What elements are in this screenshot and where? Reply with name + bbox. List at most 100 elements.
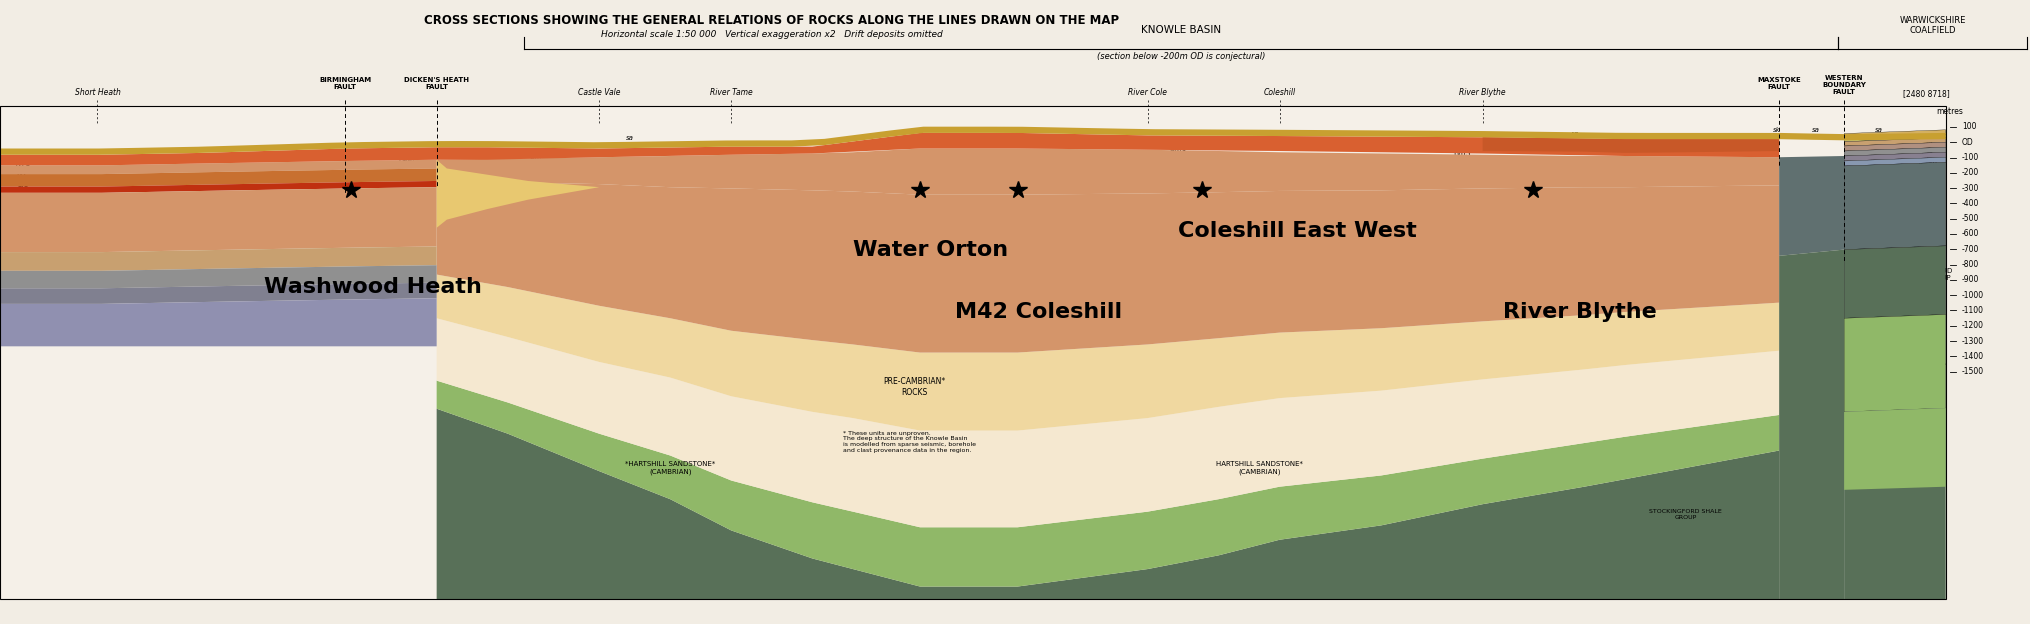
Polygon shape [1843, 152, 1945, 161]
Text: Cle: Cle [16, 180, 28, 188]
Text: Krs: Krs [1920, 131, 1933, 140]
Text: T: T [1924, 154, 1928, 162]
Polygon shape [0, 168, 436, 187]
Text: MAXSTOKE
FAULT: MAXSTOKE FAULT [1756, 77, 1801, 90]
Polygon shape [0, 298, 436, 346]
Polygon shape [0, 133, 1778, 165]
Text: BmS: BmS [1453, 149, 1470, 158]
Polygon shape [1843, 408, 1945, 599]
Text: -600: -600 [1961, 230, 1979, 238]
Text: WESTERN
BOUNDARY
FAULT: WESTERN BOUNDARY FAULT [1821, 75, 1866, 95]
Text: * These units are unproven.
The deep structure of the Knowle Basin
is modelled f: * These units are unproven. The deep str… [842, 431, 974, 453]
Text: Wit: Wit [1920, 135, 1933, 144]
Text: WILDMOOR SANDSTONE
and
KIDDERMINSTER FORMATIONS
UNDIFFERENTIATED: WILDMOOR SANDSTONE and KIDDERMINSTER FOR… [552, 217, 666, 257]
Text: River Cole: River Cole [1127, 88, 1167, 97]
Polygon shape [1778, 250, 1843, 599]
Text: STOCKINGFORD SHALE
GROUP: STOCKINGFORD SHALE GROUP [1648, 509, 1721, 520]
Text: -1300: -1300 [1961, 336, 1983, 346]
Text: -500: -500 [1961, 214, 1979, 223]
Text: AS: AS [1569, 132, 1577, 138]
Polygon shape [0, 127, 1945, 155]
Bar [0, 106, 1945, 599]
Polygon shape [436, 381, 1778, 587]
Text: -1500: -1500 [1961, 367, 1983, 376]
Text: PRE-CAMBRIAN*
ROCKS: PRE-CAMBRIAN* ROCKS [883, 377, 944, 397]
Text: -800: -800 [1961, 260, 1977, 269]
Polygon shape [1843, 162, 1945, 250]
Polygon shape [1843, 314, 1945, 412]
Polygon shape [436, 181, 1778, 353]
Text: -400: -400 [1961, 199, 1979, 208]
Text: Coleshill East West: Coleshill East West [1177, 221, 1417, 241]
Text: CROSS SECTIONS SHOWING THE GENERAL RELATIONS OF ROCKS ALONG THE LINES DRAWN ON T: CROSS SECTIONS SHOWING THE GENERAL RELAT… [424, 14, 1119, 27]
Text: -300: -300 [1961, 183, 1979, 193]
Text: MNG: MNG [1190, 141, 1206, 147]
Text: CM: CM [16, 232, 28, 240]
Polygon shape [0, 187, 436, 252]
Text: -1000: -1000 [1961, 291, 1983, 300]
Polygon shape [1843, 134, 1945, 142]
Text: OD: OD [1961, 138, 1973, 147]
Text: -1100: -1100 [1961, 306, 1983, 315]
Text: AS: AS [1478, 132, 1486, 138]
Text: Kdm: Kdm [16, 174, 32, 183]
Text: Castle Vale: Castle Vale [579, 88, 619, 97]
Text: HARTSHILL SANDSTONE*
(CAMBRIAN): HARTSHILL SANDSTONE* (CAMBRIAN) [1216, 461, 1301, 475]
Text: Water Orton: Water Orton [853, 240, 1007, 260]
Polygon shape [1482, 137, 1778, 153]
Text: Ha: Ha [16, 222, 26, 230]
Polygon shape [0, 283, 436, 304]
Text: 100: 100 [1961, 122, 1975, 132]
Text: -700: -700 [1961, 245, 1979, 254]
Text: WARWICKSHIRE
COALFIELD: WARWICKSHIRE COALFIELD [1898, 16, 1965, 35]
Polygon shape [1843, 408, 1945, 490]
Polygon shape [1843, 138, 1945, 146]
Text: HpBr: HpBr [398, 156, 414, 162]
Text: WrS & Kdm: WrS & Kdm [1277, 276, 1322, 285]
Text: KNOWLE BASIN: KNOWLE BASIN [1141, 25, 1220, 35]
Text: -200: -200 [1961, 168, 1977, 177]
Text: metres: metres [1935, 107, 1963, 116]
Text: El: El [1922, 144, 1931, 153]
Polygon shape [1778, 156, 1843, 256]
Text: (section below -200m OD is conjectural): (section below -200m OD is conjectural) [1096, 52, 1265, 61]
Text: -1200: -1200 [1961, 321, 1983, 330]
Polygon shape [0, 265, 436, 288]
Text: HARTSHILL
SANDSTONE*
(CAMBRIAN): HARTSHILL SANDSTONE* (CAMBRIAN) [1904, 357, 1945, 373]
Text: BIRMINGHAM
FAULT: BIRMINGHAM FAULT [319, 77, 371, 90]
Text: River Tame: River Tame [708, 88, 753, 97]
Text: River Blythe: River Blythe [1460, 88, 1504, 97]
Text: [2480 8718]: [2480 8718] [1902, 89, 1949, 98]
Text: -100: -100 [1961, 153, 1977, 162]
Text: -1400: -1400 [1961, 352, 1983, 361]
Text: SSh: SSh [1918, 197, 1931, 203]
Text: DICKEN'S HEATH
FAULT: DICKEN'S HEATH FAULT [404, 77, 469, 90]
Text: -900: -900 [1961, 275, 1979, 285]
Polygon shape [1843, 130, 1945, 138]
Text: M42 Coleshill: M42 Coleshill [954, 302, 1121, 322]
Text: Sal: Sal [16, 203, 28, 212]
Text: Ha: Ha [1920, 139, 1933, 148]
Polygon shape [0, 246, 436, 271]
Polygon shape [1843, 157, 1945, 166]
Text: River Blythe: River Blythe [1502, 302, 1656, 322]
Text: Short Heath: Short Heath [75, 88, 120, 97]
Polygon shape [436, 149, 1778, 195]
Text: Washwood Heath: Washwood Heath [264, 277, 481, 297]
Text: BmS: BmS [1169, 147, 1186, 156]
Text: MPSh: MPSh [1916, 160, 1937, 167]
Bar [0, 106, 1945, 599]
Text: sk: sk [1772, 127, 1780, 133]
Text: WrS
&
Kdm: WrS & Kdm [479, 180, 495, 200]
Polygon shape [436, 318, 1778, 527]
Text: SSh: SSh [1807, 215, 1819, 222]
Text: *HARTSHILL SANDSTONE*
(CAMBRIAN): *HARTSHILL SANDSTONE* (CAMBRIAN) [625, 461, 715, 475]
Text: BRIDGNORTH SANDSTONE FORMATION*
(PERMIAN): BRIDGNORTH SANDSTONE FORMATION* (PERMIAN… [775, 308, 930, 328]
Polygon shape [0, 160, 436, 174]
Text: sa: sa [625, 135, 633, 141]
Polygon shape [1843, 142, 1945, 151]
Text: Horizontal scale 1:50 000   Vertical exaggeration x2   Drift deposits omitted: Horizontal scale 1:50 000 Vertical exagg… [601, 30, 942, 39]
Text: STOCKINGFORD
SHALE GROUP: STOCKINGFORD SHALE GROUP [1896, 268, 1953, 281]
Polygon shape [0, 181, 436, 193]
Polygon shape [1843, 147, 1945, 156]
